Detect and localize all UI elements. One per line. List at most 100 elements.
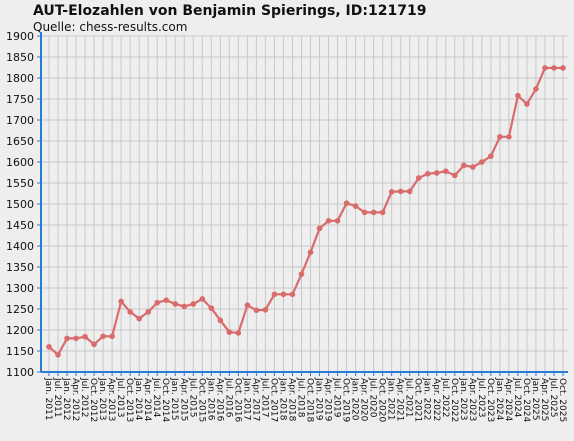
- x-tick-label: Jul. 2015: [187, 377, 197, 418]
- data-point: [506, 134, 512, 140]
- data-point: [154, 299, 161, 306]
- x-tick-label: Oct. 2020: [377, 378, 387, 422]
- y-tick-label: 1300: [6, 282, 34, 295]
- x-tick-label: Jan. 2025: [530, 377, 540, 421]
- data-point: [235, 330, 242, 336]
- data-point: [280, 291, 287, 298]
- data-point: [190, 301, 197, 307]
- x-tick-label: Oct. 2021: [413, 378, 423, 422]
- x-tick-label: Jan. 2021: [386, 377, 396, 421]
- x-tick-label: Jan. 2020: [350, 377, 360, 421]
- x-tick-label: Jul. 2020: [368, 377, 378, 418]
- data-point: [524, 101, 530, 107]
- x-tick-label: Apr. 2017: [250, 378, 260, 421]
- data-point: [415, 175, 422, 181]
- y-tick-label: 1800: [6, 72, 34, 85]
- x-tick-label: Jan. 2022: [422, 377, 432, 421]
- x-tick-label: Apr. 2014: [142, 378, 152, 422]
- x-tick-label: Jan. 2016: [205, 377, 215, 421]
- x-tick-label: Apr. 2012: [70, 378, 80, 421]
- x-tick-label: Apr. 2015: [178, 378, 188, 421]
- data-point: [379, 209, 386, 216]
- y-tick-label: 1150: [6, 345, 34, 358]
- data-point: [298, 271, 305, 277]
- x-tick-label: Oct. 2019: [341, 378, 351, 422]
- series-line: [48, 66, 563, 357]
- x-tick-label: Apr. 2013: [106, 378, 116, 421]
- y-tick-label: 1750: [6, 93, 34, 106]
- x-tick-label: Jul. 2017: [259, 377, 269, 418]
- x-tick-label: Jan. 2014: [133, 377, 143, 421]
- data-point: [55, 351, 61, 358]
- data-point: [488, 153, 494, 159]
- x-tick-label: Jul. 2023: [476, 377, 486, 418]
- y-tick-label: 1100: [6, 366, 34, 379]
- data-point: [145, 309, 151, 315]
- x-tick-label: Oct. 2023: [485, 378, 495, 422]
- x-tick-label: Oct. 2024: [521, 378, 531, 422]
- x-tick-label: Oct. 2015: [196, 378, 206, 422]
- x-tick-label: Apr. 2025: [539, 378, 549, 421]
- data-point: [397, 188, 404, 195]
- y-axis-ticks: 1100 1150 1200 1250 1300 1350 1400 1450 1500 1550…: [6, 30, 41, 379]
- x-tick-label: Oct. 2018: [305, 378, 315, 422]
- x-tick-label: Oct. 2014: [160, 378, 170, 422]
- data-point: [479, 159, 485, 165]
- y-tick-label: 1850: [6, 51, 34, 64]
- data-point: [118, 298, 124, 305]
- data-point: [100, 333, 106, 340]
- data-point: [91, 341, 97, 348]
- data-point: [73, 335, 79, 342]
- data-point: [433, 170, 440, 176]
- x-tick-label: Jan. 2012: [61, 377, 71, 421]
- data-point: [316, 225, 323, 232]
- x-tick-label: Apr. 2022: [431, 378, 441, 421]
- x-tick-label: Jan. 2018: [277, 377, 287, 421]
- data-point: [461, 162, 467, 169]
- axes: [40, 32, 568, 373]
- x-tick-label: Jul. 2024: [512, 377, 522, 418]
- data-point: [244, 302, 251, 309]
- data-point: [497, 134, 503, 140]
- x-tick-label: Oct. 2017: [268, 378, 278, 422]
- x-tick-label: Oct. 2013: [124, 378, 134, 422]
- x-tick-label: Jul. 2016: [223, 377, 233, 418]
- data-point: [352, 203, 359, 209]
- x-tick-label: Oct. 2012: [88, 378, 98, 422]
- data-point: [289, 291, 296, 298]
- data-point: [343, 200, 350, 206]
- x-tick-label: Jul. 2012: [79, 377, 89, 418]
- x-tick-label: Jan. 2017: [241, 377, 251, 421]
- y-tick-label: 1700: [6, 114, 34, 127]
- y-tick-label: 1600: [6, 156, 34, 169]
- y-tick-label: 1900: [6, 30, 34, 43]
- chart-title: AUT-Elozahlen von Benjamin Spierings, ID…: [33, 3, 427, 19]
- data-point: [470, 164, 476, 170]
- x-tick-label: Jul. 2014: [151, 377, 161, 418]
- x-tick-label: Jul. 2018: [295, 377, 305, 418]
- y-tick-label: 1400: [6, 240, 34, 253]
- x-tick-label: Jul. 2022: [440, 377, 450, 418]
- data-point: [127, 309, 133, 315]
- chart-subtitle: Quelle: chess-results.com: [33, 20, 188, 34]
- data-point: [334, 218, 341, 224]
- x-axis-ticks: Jan. 2011 Jul. 2011 Jan. 2012 Apr. 2012 Jul.…: [43, 372, 567, 422]
- x-tick-label: Apr. 2023: [467, 378, 477, 421]
- data-point: [136, 315, 142, 322]
- x-tick-label: Apr. 2019: [323, 378, 333, 422]
- y-tick-label: 1350: [6, 261, 34, 274]
- data-point: [424, 170, 431, 177]
- y-tick-label: 1450: [6, 219, 34, 232]
- data-point: [451, 172, 458, 179]
- y-tick-label: 1200: [6, 324, 34, 337]
- data-point: [542, 65, 548, 71]
- data-point: [307, 249, 314, 256]
- data-point: [533, 86, 539, 92]
- y-tick-label: 1500: [6, 198, 34, 211]
- x-tick-label: Apr. 2016: [214, 378, 224, 422]
- x-tick-label: Jul. 2019: [332, 377, 342, 418]
- data-point: [82, 333, 88, 340]
- x-tick-label: Jan. 2019: [314, 377, 324, 421]
- data-point: [442, 168, 449, 175]
